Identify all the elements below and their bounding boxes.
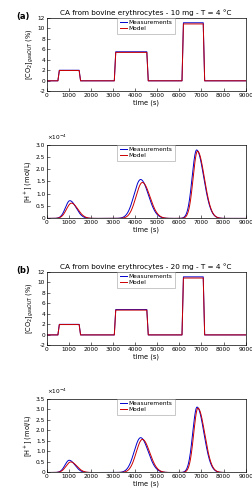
- Text: (b): (b): [16, 266, 29, 274]
- Measurements: [136, 438, 139, 444]
- Line: Model: Model: [47, 24, 246, 81]
- Model: [136, 445, 139, 451]
- Model: [244, 78, 247, 84]
- Model: [45, 78, 48, 84]
- Measurements: [231, 78, 234, 84]
- Measurements: [231, 332, 234, 338]
- Model: [136, 307, 139, 313]
- Measurements: [137, 178, 140, 184]
- Line: Model: Model: [47, 278, 246, 335]
- Measurements: [196, 404, 199, 410]
- Legend: Measurements, Model: Measurements, Model: [117, 18, 175, 34]
- Y-axis label: [CO$_2$]$_{gasOUT}$ (%): [CO$_2$]$_{gasOUT}$ (%): [25, 28, 37, 80]
- Y-axis label: [H$^+$] (mol/L): [H$^+$] (mol/L): [23, 160, 35, 203]
- Measurements: [231, 216, 234, 222]
- Measurements: [182, 274, 185, 280]
- X-axis label: time (s): time (s): [133, 353, 159, 360]
- Model: [154, 208, 158, 214]
- Model: [244, 332, 247, 338]
- Model: [244, 470, 247, 476]
- Model: [70, 68, 73, 73]
- Model: [182, 21, 185, 27]
- Measurements: [45, 78, 48, 84]
- Title: CA from bovine erythrocytes - 20 mg - T = 4 °C: CA from bovine erythrocytes - 20 mg - T …: [60, 263, 232, 270]
- Line: Measurements: Measurements: [47, 277, 246, 335]
- Model: [196, 405, 199, 411]
- Measurements: [244, 78, 247, 84]
- Legend: Measurements, Model: Measurements, Model: [117, 399, 175, 415]
- Measurements: [182, 20, 185, 26]
- Measurements: [244, 216, 247, 222]
- Model: [154, 332, 158, 338]
- Legend: Measurements, Model: Measurements, Model: [117, 272, 175, 287]
- Model: [58, 322, 61, 328]
- Model: [137, 442, 140, 448]
- Measurements: [45, 332, 48, 338]
- Measurements: [137, 306, 140, 312]
- Model: [231, 216, 234, 222]
- Measurements: [58, 68, 61, 73]
- Model: [45, 216, 48, 222]
- Model: [231, 332, 234, 338]
- Text: (a): (a): [16, 12, 29, 20]
- Model: [137, 50, 140, 56]
- Model: [137, 307, 140, 313]
- Measurements: [154, 210, 158, 216]
- Text: $\times10^{-4}$: $\times10^{-4}$: [47, 133, 67, 142]
- Measurements: [137, 49, 140, 55]
- Text: $\times10^{-4}$: $\times10^{-4}$: [47, 387, 67, 396]
- Model: [244, 216, 247, 222]
- Y-axis label: [CO$_2$]$_{gasOUT}$ (%): [CO$_2$]$_{gasOUT}$ (%): [25, 282, 37, 335]
- Measurements: [136, 306, 139, 312]
- Model: [137, 186, 140, 192]
- Model: [58, 468, 61, 474]
- Model: [154, 464, 158, 469]
- Measurements: [136, 180, 139, 186]
- Measurements: [154, 465, 158, 471]
- Model: [58, 214, 61, 220]
- Measurements: [58, 322, 61, 328]
- Model: [70, 459, 73, 465]
- Model: [70, 322, 73, 328]
- Line: Measurements: Measurements: [47, 150, 246, 218]
- Measurements: [58, 214, 61, 220]
- X-axis label: time (s): time (s): [133, 226, 159, 232]
- Measurements: [154, 332, 158, 338]
- Measurements: [136, 49, 139, 55]
- Measurements: [70, 68, 73, 73]
- Model: [182, 275, 185, 281]
- Model: [231, 78, 234, 84]
- Line: Model: Model: [47, 408, 246, 472]
- Line: Model: Model: [47, 151, 246, 218]
- Measurements: [45, 470, 48, 476]
- Measurements: [70, 198, 73, 204]
- Measurements: [195, 147, 198, 153]
- Measurements: [231, 470, 234, 476]
- Model: [136, 188, 139, 194]
- Measurements: [58, 468, 61, 474]
- Y-axis label: [H$^+$] (mol/L): [H$^+$] (mol/L): [23, 414, 35, 457]
- Measurements: [137, 437, 140, 443]
- Title: CA from bovine erythrocytes - 10 mg - T = 4 °C: CA from bovine erythrocytes - 10 mg - T …: [60, 9, 232, 16]
- Measurements: [244, 332, 247, 338]
- Model: [45, 332, 48, 338]
- X-axis label: time (s): time (s): [133, 480, 159, 487]
- Legend: Measurements, Model: Measurements, Model: [117, 145, 175, 160]
- Measurements: [70, 322, 73, 328]
- Line: Measurements: Measurements: [47, 407, 246, 472]
- Measurements: [154, 78, 158, 84]
- Model: [196, 148, 199, 154]
- Model: [154, 78, 158, 84]
- Measurements: [70, 458, 73, 464]
- Line: Measurements: Measurements: [47, 23, 246, 81]
- Measurements: [244, 470, 247, 476]
- Model: [70, 200, 73, 206]
- Model: [136, 50, 139, 56]
- Model: [45, 470, 48, 476]
- X-axis label: time (s): time (s): [133, 99, 159, 105]
- Model: [58, 68, 61, 73]
- Measurements: [45, 216, 48, 222]
- Model: [231, 470, 234, 476]
